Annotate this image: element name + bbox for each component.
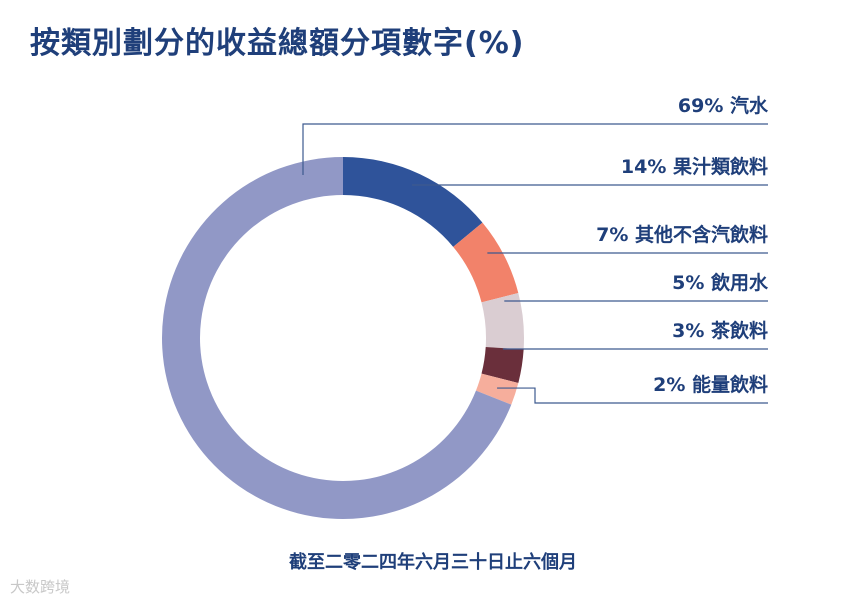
slice-label-果汁類飲料: 14% 果汁類飲料 <box>621 155 768 178</box>
watermark: 大数跨境 <box>10 578 71 596</box>
slice-能量飲料 <box>475 373 519 405</box>
slice-label-飲用水: 5% 飲用水 <box>672 271 769 294</box>
slice-label-其他不含汽飲料: 7% 其他不含汽飲料 <box>596 223 768 246</box>
slice-其他不含汽飲料 <box>453 222 519 303</box>
leader-line-能量飲料 <box>497 387 768 404</box>
slice-label-茶飲料: 3% 茶飲料 <box>672 319 768 342</box>
chart-subtitle: 截至二零二四年六月三十日止六個月 <box>289 552 577 573</box>
leader-lines <box>302 123 768 404</box>
slice-label-汽水: 69% 汽水 <box>678 94 769 117</box>
slice-labels: 69% 汽水 14% 果汁類飲料 7% 其他不含汽飲料 5% 飲用水 3% 茶飲料 2% … <box>596 94 769 396</box>
slice-茶飲料 <box>481 346 524 384</box>
donut-slices <box>162 157 524 519</box>
chart-title: 按類別劃分的收益總額分項數字(%) <box>30 26 525 61</box>
slice-飲用水 <box>481 292 524 350</box>
slice-label-能量飲料: 2% 能量飲料 <box>653 373 768 396</box>
slice-果汁類飲料 <box>343 157 483 247</box>
leader-line-汽水 <box>302 123 768 175</box>
